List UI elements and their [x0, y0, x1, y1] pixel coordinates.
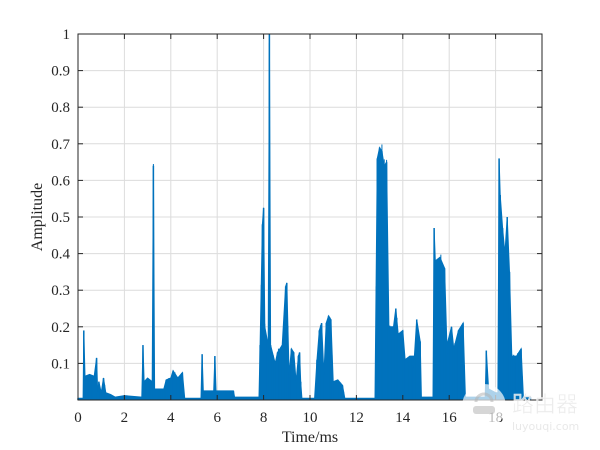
y-tick-label: 0.6 [51, 173, 70, 189]
grid-lines [78, 34, 542, 400]
y-axis-label: Amplitude [29, 183, 46, 251]
x-tick-label: 10 [303, 410, 318, 426]
x-tick-label: 12 [349, 410, 364, 426]
y-tick-label: 0.9 [51, 64, 70, 80]
x-tick-label: 2 [121, 410, 129, 426]
y-tick-label: 0.7 [51, 137, 70, 153]
y-tick-label: 1 [63, 27, 71, 43]
svg-text:luyouqi.com: luyouqi.com [512, 420, 579, 433]
y-tick-label: 0.1 [51, 356, 70, 372]
x-tick-label: 6 [213, 410, 221, 426]
signal-envelope [77, 33, 531, 401]
x-tick-label: 14 [395, 410, 411, 426]
y-tick-label: 0.4 [51, 247, 70, 263]
x-tick-label: 16 [442, 410, 458, 426]
y-tick-label: 0.2 [51, 320, 70, 336]
x-tick-label: 4 [167, 410, 175, 426]
y-tick-label: 0.5 [51, 210, 70, 226]
y-tick-label: 0.8 [51, 100, 70, 116]
x-tick-label: 8 [260, 410, 268, 426]
x-axis-label: Time/ms [282, 429, 338, 446]
watermark-logo: 路由器 luyouqi.com [462, 378, 600, 438]
x-tick-label: 0 [74, 410, 82, 426]
svg-text:路由器: 路由器 [512, 393, 578, 418]
y-tick-label: 0.3 [51, 283, 70, 299]
